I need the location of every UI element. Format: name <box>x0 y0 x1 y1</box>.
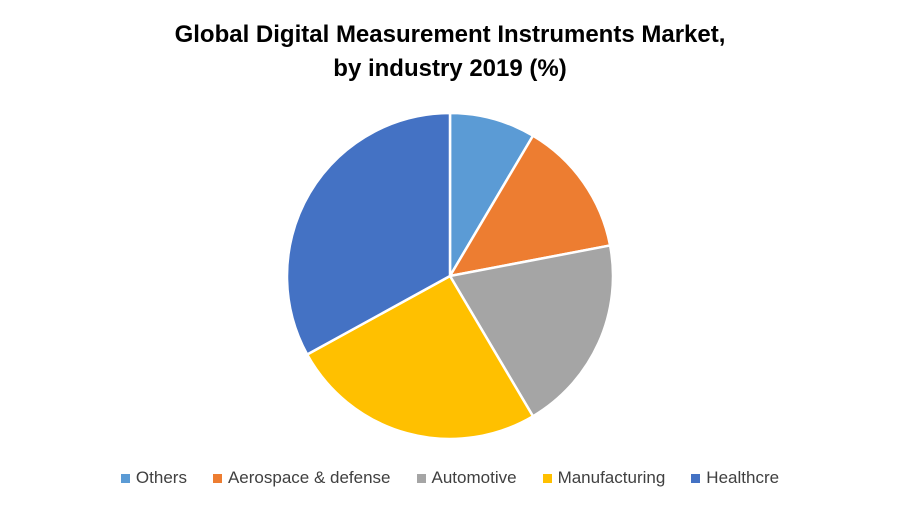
legend-item-manufacturing: Manufacturing <box>542 468 666 488</box>
legend-label-others: Others <box>135 468 187 487</box>
chart-legend: Others Aerospace & defense Automotive Manuf… <box>0 468 900 488</box>
pie-slice-others <box>448 111 535 278</box>
pie-slice-automotive <box>448 244 615 418</box>
legend-item-others: Others <box>120 468 187 488</box>
chart-title: Global Digital Measurement Instruments M… <box>0 18 900 86</box>
legend-label-automotive: Automotive <box>431 468 517 487</box>
legend-item-aerospace-defense: Aerospace & defense <box>212 468 391 488</box>
pie-slice-aerospace-defense <box>448 134 612 278</box>
legend-swatch-manufacturing <box>542 473 552 483</box>
legend-label-healthcre: Healthcre <box>706 468 780 487</box>
legend-label-aerospace-defense: Aerospace & defense <box>227 468 391 487</box>
legend-swatch-others <box>120 473 130 483</box>
pie-slice-healthcre <box>285 111 452 356</box>
legend-item-healthcre: Healthcre <box>691 468 779 488</box>
chart-title-line-1: Global Digital Measurement Instruments M… <box>174 21 726 48</box>
legend-label-manufacturing: Manufacturing <box>557 468 666 487</box>
legend-item-automotive: Automotive <box>416 468 517 488</box>
legend-swatch-aerospace-defense <box>212 473 222 483</box>
legend-swatch-automotive <box>416 473 426 483</box>
legend-swatch-healthcre <box>691 473 701 483</box>
chart-title-line-2: by industry 2019 (%) <box>333 55 567 82</box>
pie-slice-manufacturing <box>305 274 535 441</box>
